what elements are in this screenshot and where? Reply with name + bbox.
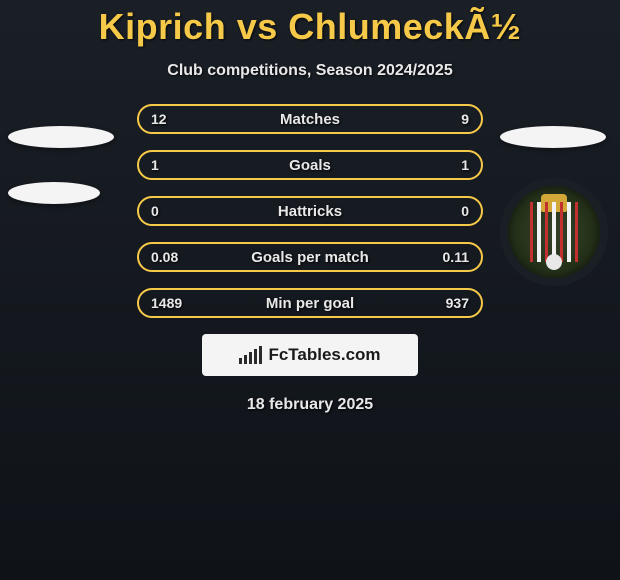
club-badge-inner xyxy=(508,186,600,278)
stat-label: Min per goal xyxy=(266,295,354,312)
stat-left-value: 1 xyxy=(151,157,159,173)
stat-left-value: 0 xyxy=(151,203,159,219)
left-player-placeholder-stack xyxy=(8,126,114,238)
stat-row-hattricks: 0 Hattricks 0 xyxy=(137,196,483,226)
stat-left-value: 0.08 xyxy=(151,249,178,265)
ball-icon xyxy=(546,254,562,270)
stat-right-value: 0 xyxy=(461,203,469,219)
bars-icon xyxy=(239,346,262,364)
stat-right-value: 937 xyxy=(446,295,469,311)
brand-box: FcTables.com xyxy=(202,334,418,376)
page-title: Kiprich vs ChlumeckÃ½ xyxy=(0,0,620,48)
stat-label: Goals per match xyxy=(251,249,369,266)
stat-right-value: 9 xyxy=(461,111,469,127)
placeholder-ellipse xyxy=(8,126,114,148)
stat-label: Hattricks xyxy=(278,203,342,220)
badge-stripes xyxy=(530,202,578,262)
subtitle: Club competitions, Season 2024/2025 xyxy=(0,62,620,80)
right-player-placeholder-stack xyxy=(500,126,606,182)
placeholder-ellipse xyxy=(8,182,100,204)
placeholder-ellipse xyxy=(500,126,606,148)
stat-row-goals: 1 Goals 1 xyxy=(137,150,483,180)
stat-row-goals-per-match: 0.08 Goals per match 0.11 xyxy=(137,242,483,272)
brand-text: FcTables.com xyxy=(268,345,380,365)
date-text: 18 february 2025 xyxy=(0,396,620,414)
stat-row-min-per-goal: 1489 Min per goal 937 xyxy=(137,288,483,318)
stat-label: Goals xyxy=(289,157,331,174)
stat-label: Matches xyxy=(280,111,340,128)
club-badge xyxy=(500,178,608,286)
stats-container: 12 Matches 9 1 Goals 1 0 Hattricks 0 0.0… xyxy=(136,104,484,318)
stat-left-value: 1489 xyxy=(151,295,182,311)
stat-row-matches: 12 Matches 9 xyxy=(137,104,483,134)
stat-right-value: 1 xyxy=(461,157,469,173)
stat-left-value: 12 xyxy=(151,111,167,127)
stat-right-value: 0.11 xyxy=(443,249,469,265)
